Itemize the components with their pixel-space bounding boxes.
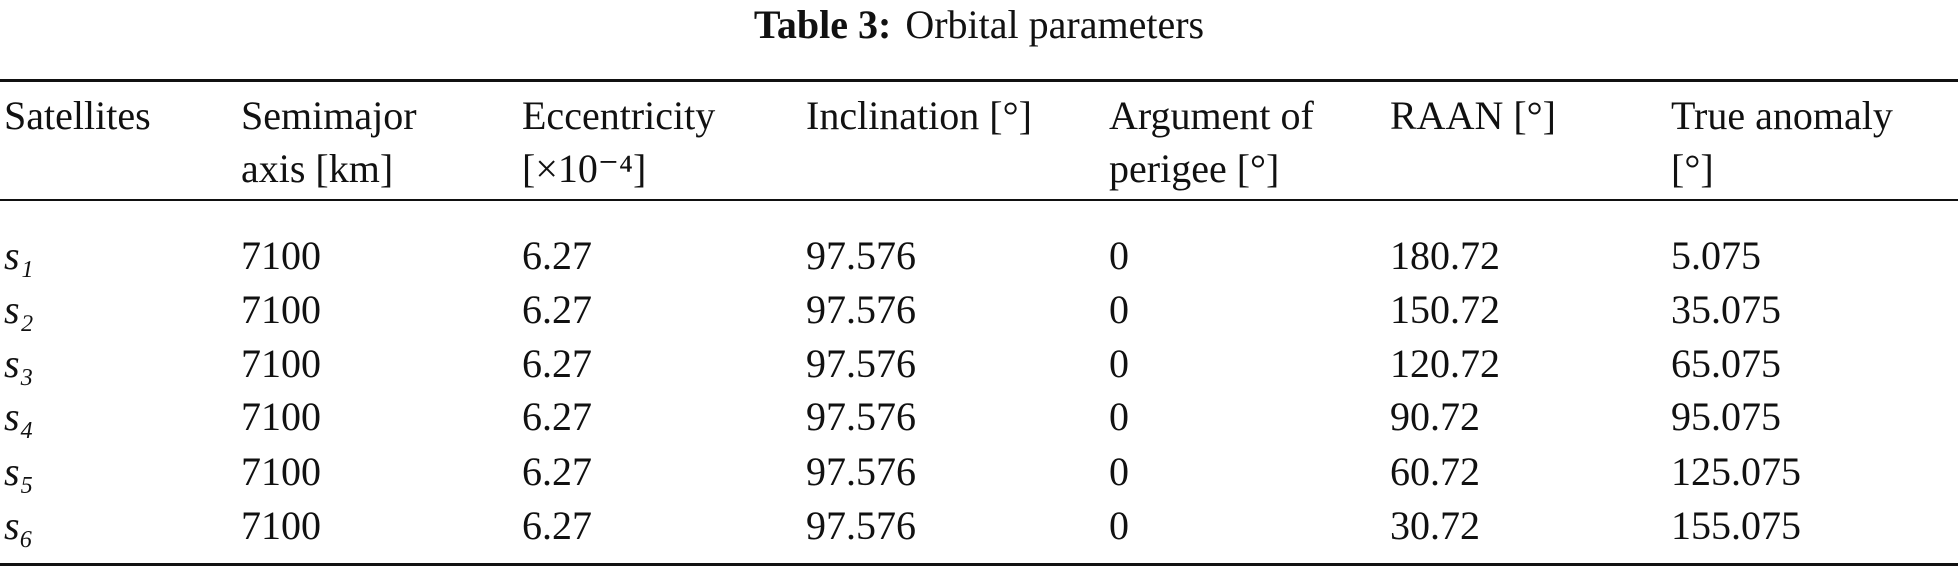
table-cell: 0 [1109, 233, 1129, 278]
table-cell: 0 [1109, 341, 1129, 386]
table-cell: 6.27 [522, 449, 592, 494]
table-cell: 6.27 [522, 233, 592, 278]
table-cell: 0 [1109, 449, 1129, 494]
table-cell: 7100 [241, 233, 321, 278]
header-cell: Satellites [4, 93, 151, 138]
row-label: s₂ [4, 287, 34, 332]
table-cell: 97.576 [806, 341, 916, 386]
caption-label: Table 3: [753, 2, 892, 47]
table-cell: 0 [1109, 287, 1129, 332]
header-cell: Semimajor [241, 93, 417, 138]
table-cell: 7100 [241, 503, 321, 548]
table-cell: 65.075 [1671, 341, 1781, 386]
table-cell: 97.576 [806, 503, 916, 548]
table-cell: 150.72 [1390, 287, 1500, 332]
header-cell: RAAN [°] [1390, 93, 1556, 138]
table-cell: 97.576 [806, 233, 916, 278]
header-cell: Inclination [°] [806, 93, 1032, 138]
row-label: s₆ [4, 503, 34, 548]
caption-text: Orbital parameters [905, 2, 1205, 47]
table-cell: 60.72 [1390, 449, 1480, 494]
row-label: s₁ [4, 233, 34, 278]
header-cell: True anomaly [1671, 93, 1893, 138]
table-cell: 6.27 [522, 394, 592, 439]
table-cell: 0 [1109, 394, 1129, 439]
table-cell: 95.075 [1671, 394, 1781, 439]
row-label: s₄ [4, 394, 34, 439]
table-cell: 125.075 [1671, 449, 1801, 494]
table-cell: 97.576 [806, 449, 916, 494]
table-cell: 6.27 [522, 503, 592, 548]
table-cell: 120.72 [1390, 341, 1500, 386]
header-cell: Argument of [1109, 93, 1314, 138]
row-label: s₃ [4, 341, 34, 386]
table-cell: 90.72 [1390, 394, 1480, 439]
table-cell: 5.075 [1671, 233, 1761, 278]
header-cell: perigee [°] [1109, 146, 1280, 191]
table-cell: 7100 [241, 341, 321, 386]
table-cell: 35.075 [1671, 287, 1781, 332]
header-cell: axis [km] [241, 146, 394, 191]
table-cell: 30.72 [1390, 503, 1480, 548]
table-caption: Table 3: Orbital parameters [0, 5, 1958, 45]
table-cell: 7100 [241, 287, 321, 332]
table-cell: 6.27 [522, 287, 592, 332]
table-cell: 180.72 [1390, 233, 1500, 278]
table-cell: 97.576 [806, 287, 916, 332]
table-cell: 155.075 [1671, 503, 1801, 548]
header-cell: [°] [1671, 146, 1714, 191]
mid-rule [0, 199, 1958, 201]
table-cell: 7100 [241, 449, 321, 494]
row-label: s₅ [4, 449, 34, 494]
table-cell: 6.27 [522, 341, 592, 386]
table-cell: 97.576 [806, 394, 916, 439]
table-cell: 0 [1109, 503, 1129, 548]
top-rule [0, 79, 1958, 82]
bottom-rule [0, 563, 1958, 566]
table-cell: 7100 [241, 394, 321, 439]
header-cell: Eccentricity [522, 93, 716, 138]
header-cell: [×10⁻⁴] [522, 146, 647, 191]
